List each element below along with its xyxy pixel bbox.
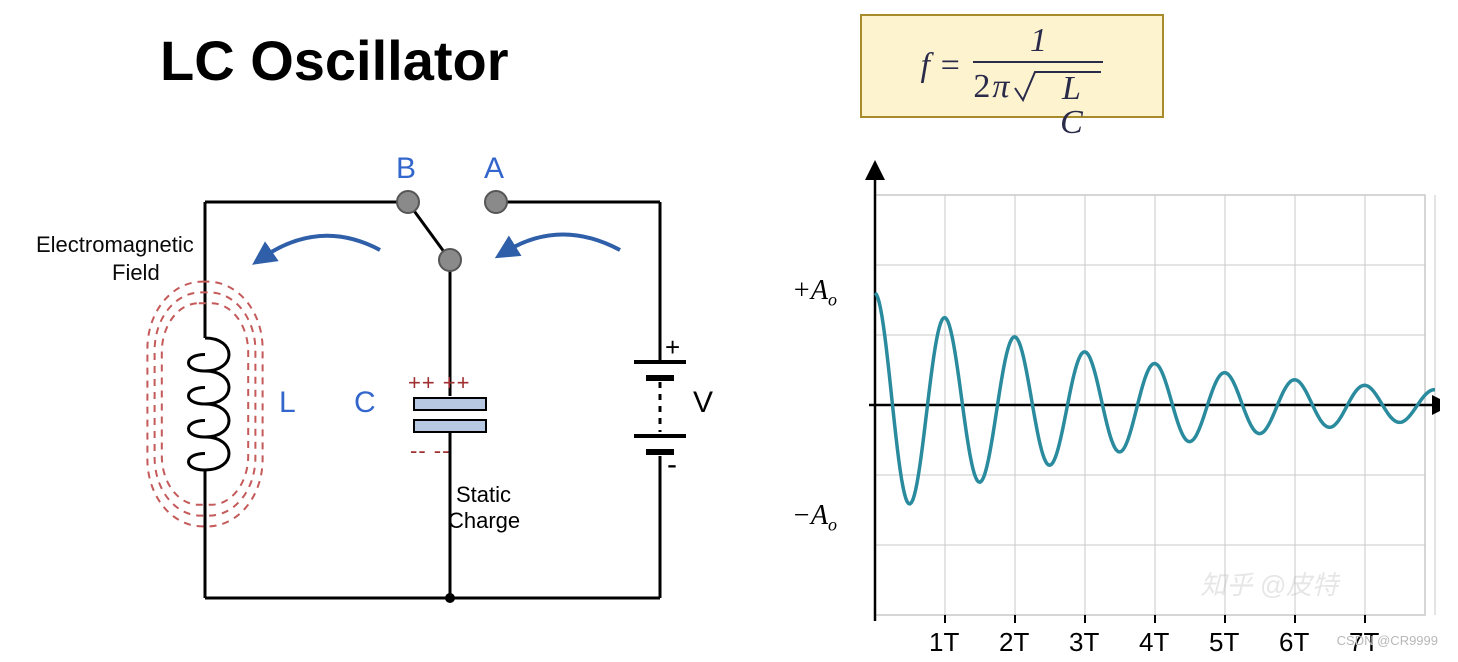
x-tick-2: 2T [999, 627, 1029, 658]
em-field-label-1: Electromagnetic [36, 232, 194, 258]
x-tick-5: 5T [1209, 627, 1239, 658]
x-tick-1: 1T [929, 627, 959, 658]
formula-2: 2 [973, 70, 990, 104]
cap-plus-marks: ++ ++ [408, 370, 471, 396]
formula-f: f = [921, 47, 962, 85]
x-tick-3: 3T [1069, 627, 1099, 658]
formula-lc: L C [1043, 72, 1103, 140]
cap-minus-marks: -- -- [410, 438, 450, 464]
switch-b-label: B [396, 152, 416, 186]
zhihu-watermark: 知乎 @皮特 [1200, 565, 1338, 602]
em-field-label-2: Field [112, 260, 160, 286]
formula-numerator: 1 [1022, 24, 1055, 61]
inductor-label: L [279, 386, 296, 420]
csdn-watermark: CSDN @CR9999 [1337, 633, 1438, 648]
battery-minus: - [667, 448, 677, 482]
damped-oscillation-graph [780, 150, 1440, 630]
sqrt-symbol: L C [1013, 66, 1103, 109]
frequency-formula-box: f = 1 2 π L C [860, 14, 1164, 118]
capacitor-label: C [354, 386, 376, 420]
battery-v-label: V [693, 386, 713, 420]
formula-pi: π [992, 70, 1009, 104]
static-charge-1: Static [456, 482, 511, 508]
lc-circuit-diagram [0, 0, 760, 662]
battery-plus: + [665, 332, 680, 363]
y-plus-label: +Ao [792, 275, 837, 311]
switch-a-label: A [484, 152, 504, 186]
static-charge-2: Charge [448, 508, 520, 534]
x-tick-6: 6T [1279, 627, 1309, 658]
y-minus-label: −Ao [792, 500, 837, 536]
x-tick-4: 4T [1139, 627, 1169, 658]
